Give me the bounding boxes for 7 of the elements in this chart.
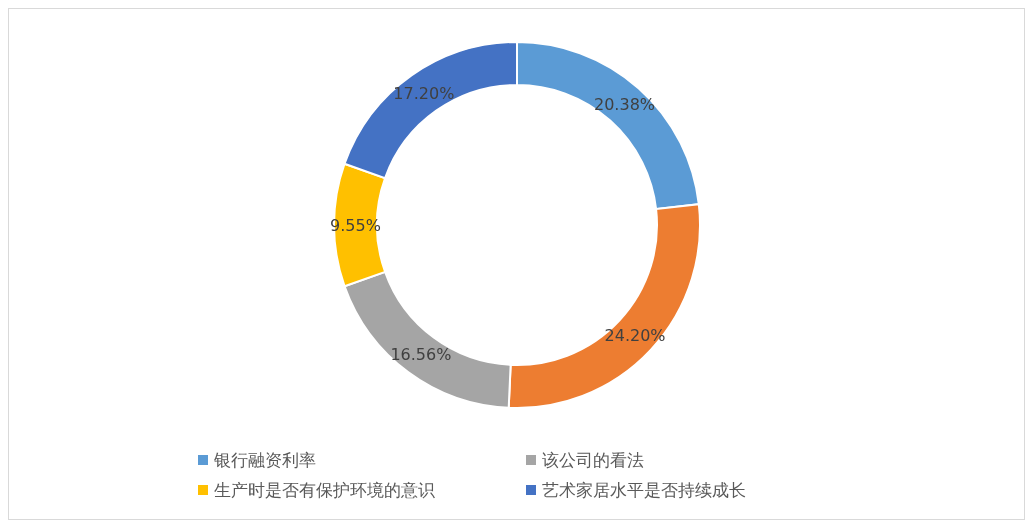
legend-label: 艺术家居水平是否持续成长 <box>542 480 746 500</box>
data-label: 17.20% <box>393 83 455 103</box>
legend-label: 生产时是否有保护环境的意识 <box>214 480 435 500</box>
data-label: 16.56% <box>390 345 452 365</box>
legend-label: 该公司的看法 <box>542 450 644 470</box>
legend-label: 银行融资利率 <box>213 450 316 470</box>
data-label: 20.38% <box>594 94 656 114</box>
